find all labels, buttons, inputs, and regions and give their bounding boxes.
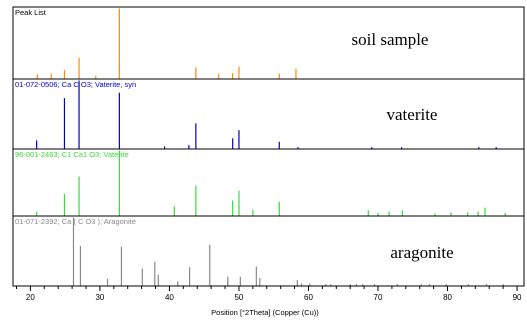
x-tick-label: 40 [165, 293, 174, 302]
panel-title: vaterite [387, 105, 438, 124]
x-tick-label: 80 [443, 293, 452, 302]
panel-frame [12, 78, 525, 150]
panel-reference-label: 01-071-2392; Ca ( C O3 ); Aragonite [15, 217, 136, 226]
x-axis: 20 30 40 50 60 70 80 90 [15, 286, 522, 302]
panel-frame [12, 215, 525, 287]
x-tick-label: 60 [304, 293, 313, 302]
x-tick-label: 20 [26, 293, 35, 302]
panel-3: 96-001-2463; C1 Ca1 O3; Vaterite [12, 148, 525, 217]
panel-title: soil sample [352, 30, 429, 49]
panel-2: 01-072-0506; Ca C O3; Vaterite, syn vater… [12, 78, 525, 150]
x-tick-label: 50 [234, 293, 243, 302]
panel-frame [12, 148, 525, 217]
panel-frame [12, 6, 525, 80]
panels-layer: Peak List soil sample 01-072-0506; Ca C O3… [12, 6, 525, 287]
panel-1: Peak List soil sample [12, 6, 525, 80]
panel-title: aragonite [390, 243, 453, 262]
x-tick-label: 90 [513, 293, 522, 302]
panel-reference-label: 01-072-0506; Ca C O3; Vaterite, syn [15, 80, 136, 89]
panel-reference-label: 96-001-2463; C1 Ca1 O3; Vaterite [15, 150, 129, 159]
x-tick-label: 70 [374, 293, 383, 302]
x-tick-label: 30 [95, 293, 104, 302]
x-axis-title: Position [°2Theta] (Copper (Cu)) [211, 308, 319, 317]
panel-4: 01-071-2392; Ca ( C O3 ); Aragonite arago… [12, 215, 525, 287]
panel-reference-label: Peak List [15, 8, 47, 17]
